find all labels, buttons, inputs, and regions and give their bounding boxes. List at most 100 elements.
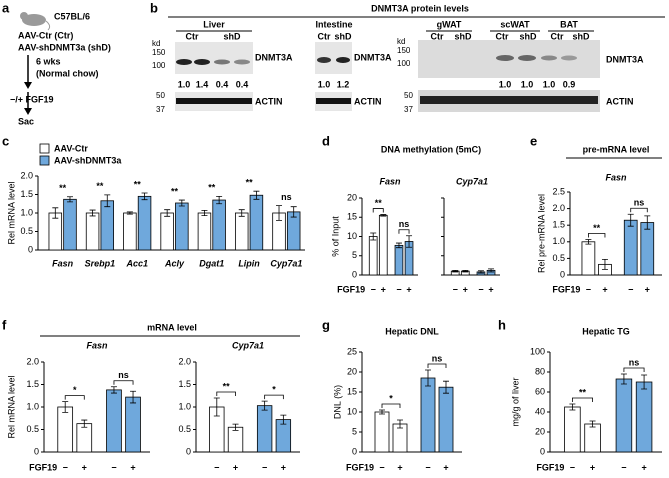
y-tick-label: 20 bbox=[535, 426, 545, 436]
error-bar bbox=[425, 369, 431, 387]
x-tick-label: + bbox=[130, 462, 135, 472]
y-tick-label: 0 bbox=[352, 446, 357, 456]
quant: 0.4 bbox=[216, 79, 229, 89]
error-bar bbox=[627, 213, 634, 227]
endpoint: Sac bbox=[18, 116, 34, 126]
error-bar bbox=[380, 214, 387, 217]
x-tick-label: − bbox=[478, 284, 483, 294]
y-tick-label: 5 bbox=[352, 250, 357, 260]
significance: * bbox=[73, 385, 77, 395]
error-bar bbox=[216, 195, 223, 205]
significance-bracket bbox=[623, 367, 645, 372]
y-tick-label: 0 bbox=[186, 446, 191, 456]
band bbox=[317, 57, 331, 63]
mouse-head bbox=[20, 12, 28, 20]
protein: DNMT3A bbox=[255, 52, 293, 62]
y-tick-label: 0 bbox=[560, 269, 565, 279]
legend-label: AAV-shDNMT3a bbox=[54, 155, 122, 165]
x-tick-label: + bbox=[82, 462, 87, 472]
x-tick-label: − bbox=[586, 284, 591, 294]
error-bar bbox=[104, 194, 111, 208]
error-bar bbox=[261, 400, 268, 411]
y-tick-label: 10 bbox=[347, 406, 357, 416]
subplot-title: Cyp7a1 bbox=[456, 176, 488, 186]
y-tick-label: 2.0 bbox=[178, 356, 191, 366]
x-tick-label: − bbox=[371, 284, 376, 294]
quant: 1.0 bbox=[499, 79, 512, 89]
y-tick-label: 0.5 bbox=[26, 424, 39, 434]
bar bbox=[123, 212, 137, 251]
band bbox=[194, 59, 210, 65]
significance: ** bbox=[171, 186, 179, 196]
tissue: Liver bbox=[203, 19, 225, 29]
band bbox=[336, 57, 350, 63]
significance: ns bbox=[399, 219, 410, 229]
x-tick-label: Fasn bbox=[52, 258, 74, 268]
error-bar bbox=[62, 401, 69, 413]
x-tick-label: − bbox=[453, 284, 458, 294]
y-tick-label: 1.0 bbox=[552, 236, 565, 246]
x-tick-label: + bbox=[406, 284, 411, 294]
lane-label: Ctr bbox=[496, 31, 509, 41]
bar bbox=[106, 389, 122, 453]
bar bbox=[57, 406, 74, 453]
error-bar bbox=[81, 419, 88, 428]
x-tick-label: + bbox=[397, 462, 402, 472]
error-bar bbox=[66, 196, 73, 203]
x-axis-label: FGF19 bbox=[337, 284, 365, 294]
lane-label: Ctr bbox=[318, 31, 331, 41]
band bbox=[420, 96, 598, 104]
significance-bracket bbox=[64, 395, 85, 400]
x-tick-label: + bbox=[645, 284, 650, 294]
bar bbox=[635, 381, 653, 453]
arrow-head bbox=[24, 108, 32, 115]
panel-letter: a bbox=[2, 0, 10, 15]
x-axis-label: FGF19 bbox=[536, 462, 564, 472]
y-tick-label: 0 bbox=[34, 446, 39, 456]
group: AAV-Ctr (Ctr) bbox=[18, 30, 73, 40]
arrow-head bbox=[24, 82, 32, 89]
y-tick-label: 40 bbox=[535, 406, 545, 416]
y-tick-label: 10 bbox=[347, 231, 357, 241]
error-bar bbox=[130, 390, 137, 404]
subplot-title: Fasn bbox=[605, 172, 627, 182]
chart-title: Hepatic TG bbox=[582, 326, 630, 336]
significance: ns bbox=[281, 192, 292, 202]
protein: DNMT3A bbox=[354, 52, 392, 62]
y-tick-label: 15 bbox=[347, 386, 357, 396]
panel-letter: e bbox=[530, 133, 537, 148]
bar bbox=[584, 423, 601, 453]
x-tick-label: + bbox=[233, 462, 238, 472]
bar bbox=[368, 236, 378, 276]
protein: ACTIN bbox=[606, 96, 634, 106]
bar bbox=[227, 426, 244, 453]
bar bbox=[175, 202, 189, 251]
significance: * bbox=[272, 385, 276, 395]
y-tick-label: 0 bbox=[352, 269, 357, 279]
y-tick-label: 2.5 bbox=[552, 186, 565, 196]
x-tick-label: + bbox=[381, 284, 386, 294]
subplot-title: Fasn bbox=[379, 176, 401, 186]
x-tick-label: Dgat1 bbox=[199, 258, 224, 268]
lane-label: shD bbox=[223, 31, 241, 41]
error-bar bbox=[379, 409, 385, 415]
x-tick-label: Acc1 bbox=[125, 258, 148, 268]
bar bbox=[85, 212, 100, 251]
error-bar bbox=[110, 386, 117, 394]
lane-label: shD bbox=[572, 31, 590, 41]
tissue: Intestine bbox=[315, 19, 352, 29]
error-bar bbox=[585, 239, 592, 245]
marker: 37 bbox=[156, 105, 165, 114]
significance-bracket bbox=[216, 391, 236, 396]
error-bar bbox=[569, 403, 576, 411]
significance-bracket bbox=[372, 208, 384, 213]
y-tick-label: 1.5 bbox=[26, 379, 39, 389]
error-bar bbox=[477, 270, 484, 274]
bar bbox=[420, 377, 436, 453]
error-bar bbox=[276, 205, 283, 221]
x-tick-label: Lipin bbox=[238, 258, 260, 268]
band bbox=[541, 55, 557, 61]
significance: ** bbox=[246, 178, 254, 188]
bar bbox=[640, 222, 655, 276]
y-tick-label: 1.5 bbox=[20, 189, 33, 199]
